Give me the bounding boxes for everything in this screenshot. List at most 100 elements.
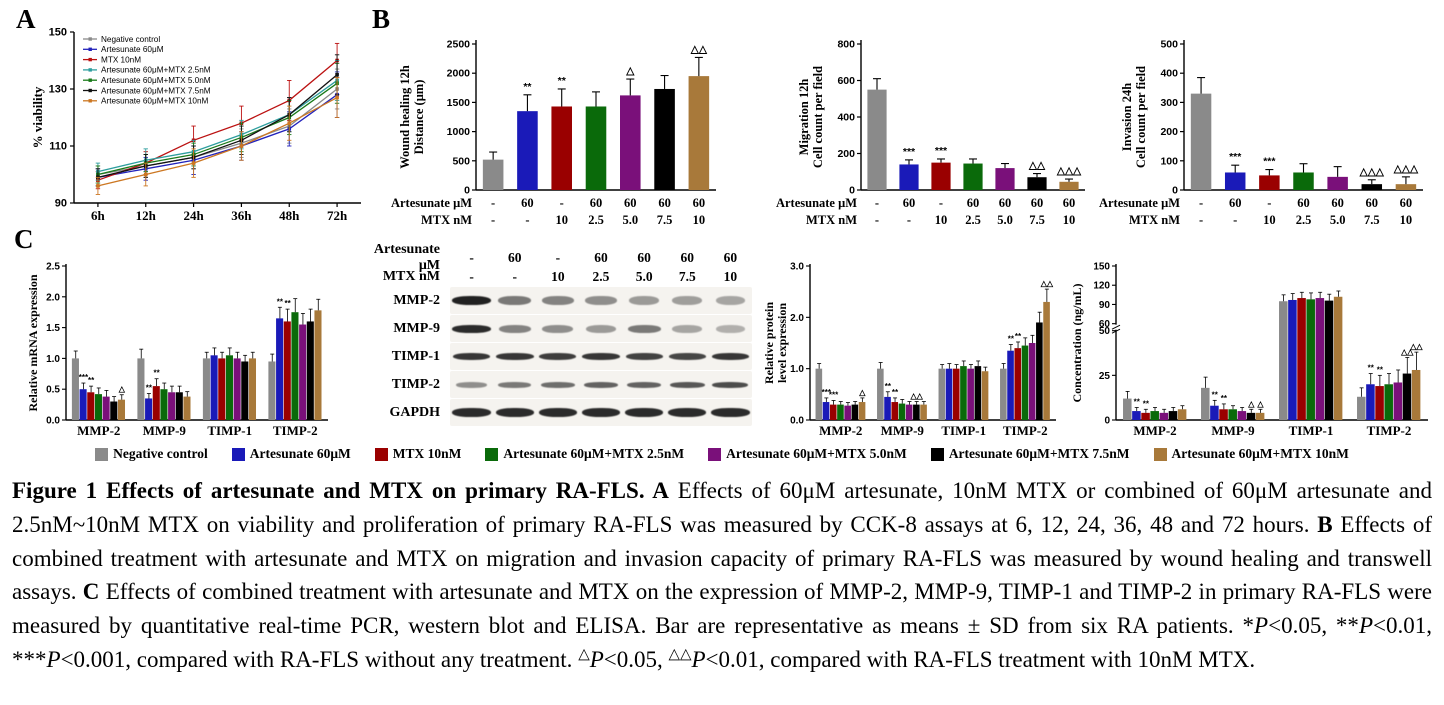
svg-text:***: *** [935, 145, 948, 157]
migration-bar-chart-svg: 0 200 400 600 800 Migration 12h Cell count per… [776, 39, 1085, 227]
svg-text:48h: 48h [279, 208, 300, 223]
protein-expression-bar-chart: 0.0 1.0 2.0 3.0 Relative protein level expres… [762, 250, 1060, 442]
svg-text:60: 60 [658, 196, 671, 210]
svg-text:Invasion 24h: Invasion 24h [1120, 83, 1134, 151]
svg-text:Relative protein: Relative protein [762, 302, 776, 384]
svg-text:△△: △△ [690, 43, 708, 55]
legend-item: Artesunate 60μM+MTX 5.0nM [708, 446, 907, 462]
caption-segment: <0.05, [603, 646, 669, 672]
blot-band-strip [450, 343, 752, 370]
wound-healing-bar-chart: 0 500 1000 1500 2000 2500 Wound healing 12h Dis… [391, 26, 726, 238]
svg-text:**: ** [1212, 390, 1219, 399]
viability-line-chart-svg: 90 110 130 150 6h 12h 24h 36h 48h 72h % viability N… [30, 27, 361, 223]
svg-text:MTX nM: MTX nM [1129, 213, 1180, 227]
legend-label: Artesunate 60μM+MTX 10nM [1171, 446, 1349, 461]
svg-text:1000: 1000 [447, 126, 471, 138]
svg-text:36h: 36h [231, 208, 252, 223]
svg-text:MMP-2: MMP-2 [819, 423, 862, 438]
svg-text:**: ** [88, 376, 95, 385]
svg-text:Migration 12h: Migration 12h [797, 79, 811, 156]
blot-lane [666, 343, 709, 370]
svg-text:Wound healing 12h: Wound healing 12h [398, 65, 412, 169]
svg-text:MMP-2: MMP-2 [77, 423, 120, 438]
svg-text:-: - [1199, 196, 1203, 210]
svg-text:-: - [491, 213, 495, 227]
blot-dose-value: - [555, 249, 561, 265]
svg-text:2.5: 2.5 [46, 262, 60, 273]
blot-band-strip [450, 371, 752, 398]
blot-dose-value: 60 [637, 249, 651, 265]
legend-swatch [1153, 447, 1167, 461]
svg-text:1.0: 1.0 [790, 364, 804, 375]
protein-band [495, 353, 534, 360]
svg-text:MMP-9: MMP-9 [881, 423, 925, 438]
svg-text:60: 60 [1400, 196, 1413, 210]
protein-band [711, 353, 750, 360]
svg-text:-: - [875, 196, 879, 210]
svg-text:-: - [525, 213, 529, 227]
blot-lane [450, 287, 493, 314]
protein-band [495, 408, 534, 417]
svg-text:***: *** [822, 388, 832, 397]
blot-lane [450, 315, 493, 342]
blot-band-row: MMP-2 [350, 287, 752, 314]
svg-text:MTX nM: MTX nM [421, 213, 472, 227]
protein-band [624, 408, 664, 417]
mrna-expression-bar-chart-svg: 0.0 0.5 1.0 1.5 2.0 2.5 Relative mRNA expressi… [26, 262, 328, 438]
blot-dose-value: - [469, 249, 474, 265]
svg-text:**: ** [1377, 365, 1384, 374]
svg-text:2500: 2500 [447, 39, 471, 51]
blot-dose-label: Artesunate μM [373, 241, 440, 273]
blot-dose-value: 60 [594, 249, 608, 265]
caption-segment: C [82, 579, 100, 605]
blot-dose-value: 60 [723, 249, 738, 265]
svg-text:5.0: 5.0 [622, 213, 638, 227]
protein-band [452, 324, 491, 333]
caption-segment: P [46, 646, 61, 672]
svg-text:△△△: △△△ [1056, 165, 1082, 177]
svg-text:-: - [907, 213, 911, 227]
western-blot: Artesunate μM - 60 - 60 60 60 60 MTX nM - - 10 2.5 5.… [350, 242, 752, 440]
protein-band [628, 296, 660, 305]
svg-text:3.0: 3.0 [790, 262, 804, 273]
protein-band [541, 381, 575, 388]
legend-swatch [95, 447, 109, 461]
svg-text:10: 10 [555, 213, 568, 227]
blot-dose-label: MTX nM [382, 268, 440, 284]
wound-healing-bar-chart-svg: 0 500 1000 1500 2000 2500 Wound healing 12h Dis… [391, 39, 716, 227]
svg-text:△: △ [858, 388, 866, 397]
svg-text:72h: 72h [327, 208, 348, 223]
blot-lane [493, 399, 536, 426]
svg-text:% viability: % viability [30, 86, 45, 148]
svg-text:100: 100 [1160, 155, 1178, 167]
svg-text:150: 150 [1093, 262, 1110, 273]
svg-text:△: △ [625, 65, 635, 77]
caption-segment: Effects of 60μM artesunate, 10nM MTX or … [12, 478, 1433, 537]
blot-lane [709, 371, 752, 398]
svg-text:120: 120 [1093, 281, 1110, 292]
protein-band [626, 381, 662, 388]
svg-text:60: 60 [1331, 196, 1344, 210]
svg-text:-: - [1267, 196, 1271, 210]
caption-segment: <0.001, compared with RA-FLS without any… [60, 646, 579, 672]
svg-text:50: 50 [1099, 326, 1111, 337]
svg-text:**: ** [1134, 397, 1141, 406]
blot-lane [666, 287, 709, 314]
svg-text:400: 400 [837, 112, 855, 124]
blot-lane [536, 399, 579, 426]
svg-text:***: *** [1229, 151, 1242, 163]
legend-item: Artesunate 60μM+MTX 10nM [1153, 446, 1349, 462]
protein-band [668, 408, 707, 417]
svg-text:0: 0 [1172, 185, 1178, 197]
svg-text:**: ** [284, 299, 291, 308]
protein-expression-bar-chart-svg: 0.0 1.0 2.0 3.0 Relative protein level expres… [762, 262, 1056, 438]
svg-text:2.0: 2.0 [46, 292, 60, 303]
caption-segment: Effects of combined treatment with artes… [12, 511, 1432, 605]
svg-text:-: - [560, 196, 564, 210]
svg-text:60: 60 [693, 196, 706, 210]
svg-text:Cell count per field: Cell count per field [811, 66, 825, 168]
svg-text:TIMP-2: TIMP-2 [1367, 423, 1412, 438]
svg-text:Relative mRNA expression: Relative mRNA expression [26, 274, 40, 411]
svg-text:0: 0 [464, 185, 470, 197]
